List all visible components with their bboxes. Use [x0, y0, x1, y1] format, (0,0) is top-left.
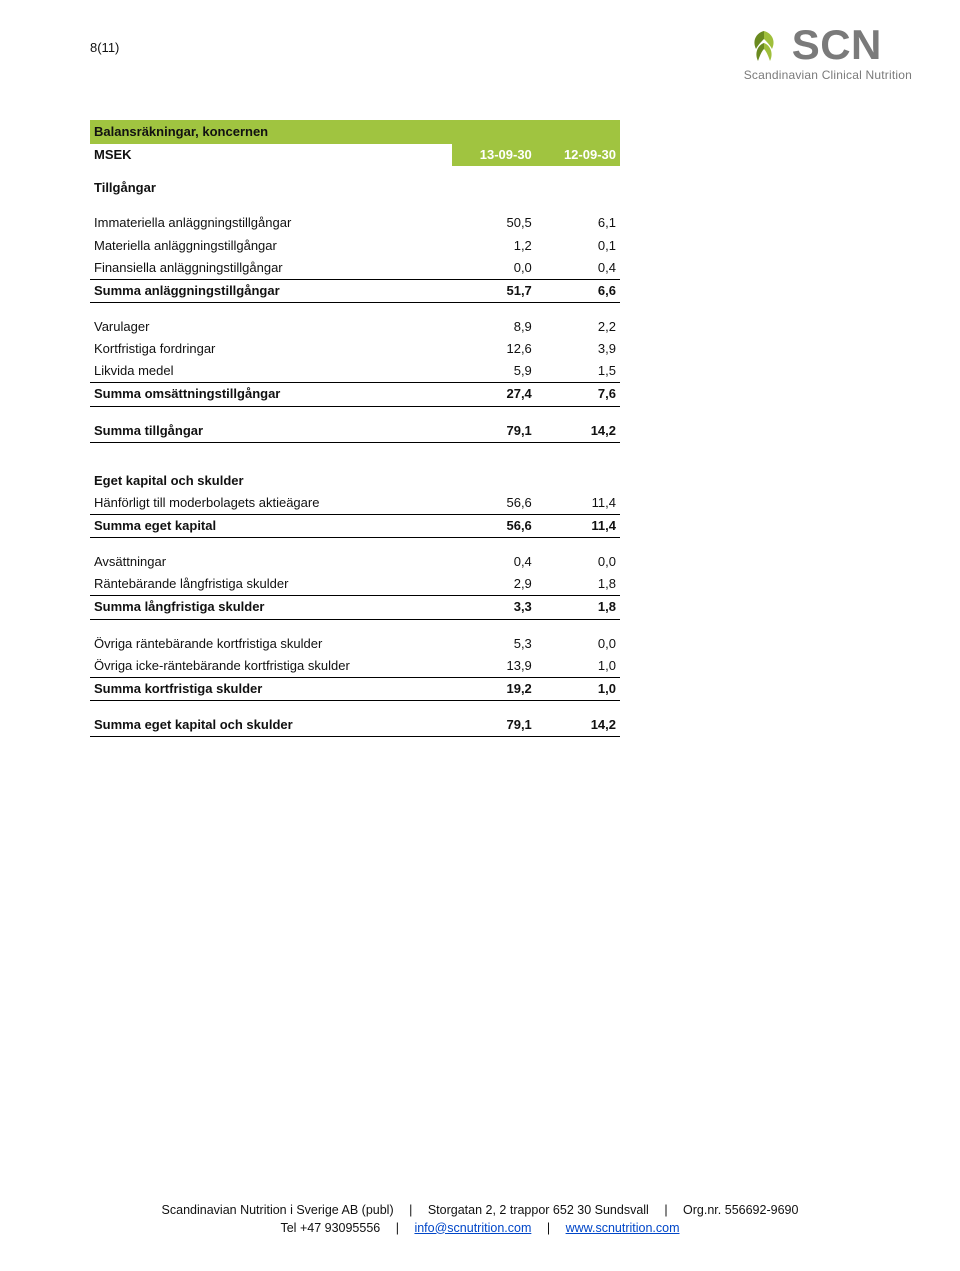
table-row: Hänförligt till moderbolagets aktieägare… — [90, 492, 620, 515]
header-unit: MSEK — [90, 144, 452, 166]
logo-brand-text: SCN — [792, 24, 882, 66]
footer-sep: | — [397, 1203, 424, 1217]
table-row-sum: Summa anläggningstillgångar 51,7 6,6 — [90, 279, 620, 302]
footer-sep: | — [652, 1203, 679, 1217]
table-header-title: Balansräkningar, koncernen — [90, 120, 620, 144]
page: 8(11) SCN Scandinavian Clinical Nutritio… — [0, 0, 960, 1271]
footer-email-link[interactable]: info@scnutrition.com — [414, 1221, 531, 1235]
table-row: Likvida medel 5,9 1,5 — [90, 360, 620, 383]
table-row: Övriga icke-räntebärande kortfristiga sk… — [90, 655, 620, 678]
table-row: Varulager 8,9 2,2 — [90, 302, 620, 338]
footer-address: Storgatan 2, 2 trappor 652 30 Sundsvall — [428, 1203, 649, 1217]
table-row-sum: Summa kortfristiga skulder 19,2 1,0 — [90, 677, 620, 700]
footer-company: Scandinavian Nutrition i Sverige AB (pub… — [162, 1203, 394, 1217]
table-row: Finansiella anläggningstillgångar 0,0 0,… — [90, 257, 620, 280]
footer-sep: | — [535, 1221, 562, 1235]
table-row: Räntebärande långfristiga skulder 2,9 1,… — [90, 573, 620, 596]
header-title: Balansräkningar, koncernen — [90, 120, 452, 144]
table-row-total: Summa eget kapital och skulder 79,1 14,2 — [90, 700, 620, 736]
table-row-sum: Summa långfristiga skulder 3,3 1,8 — [90, 596, 620, 619]
balance-sheet: Balansräkningar, koncernen MSEK 13-09-30… — [90, 120, 620, 737]
table-row: Övriga räntebärande kortfristiga skulder… — [90, 619, 620, 655]
logo-subtitle: Scandinavian Clinical Nutrition — [744, 68, 912, 82]
footer-orgnr-label: Org.nr. — [683, 1203, 721, 1217]
table-row-sum: Summa omsättningstillgångar 27,4 7,6 — [90, 383, 620, 406]
leaf-icon — [744, 25, 784, 65]
table-row-total: Summa tillgångar 79,1 14,2 — [90, 406, 620, 442]
equity-section-title: Eget kapital och skulder — [90, 442, 620, 492]
page-number: 8(11) — [90, 40, 119, 55]
page-footer: Scandinavian Nutrition i Sverige AB (pub… — [0, 1202, 960, 1237]
assets-section-title: Tillgångar — [90, 166, 620, 199]
company-logo: SCN Scandinavian Clinical Nutrition — [744, 24, 912, 82]
table-row-sum: Summa eget kapital 56,6 11,4 — [90, 514, 620, 537]
balance-table: Balansräkningar, koncernen MSEK 13-09-30… — [90, 120, 620, 737]
table-row: Immateriella anläggningstillgångar 50,5 … — [90, 199, 620, 234]
table-header-cols: MSEK 13-09-30 12-09-30 — [90, 144, 620, 166]
table-row: Avsättningar 0,4 0,0 — [90, 538, 620, 574]
footer-url-link[interactable]: www.scnutrition.com — [566, 1221, 680, 1235]
footer-tel: +47 93095556 — [300, 1221, 380, 1235]
footer-sep: | — [384, 1221, 411, 1235]
footer-tel-label: Tel — [280, 1221, 296, 1235]
footer-orgnr: 556692-9690 — [725, 1203, 799, 1217]
table-row: Materiella anläggningstillgångar 1,2 0,1 — [90, 235, 620, 257]
header-col-1: 13-09-30 — [452, 144, 536, 166]
table-row: Kortfristiga fordringar 12,6 3,9 — [90, 338, 620, 360]
header-col-2: 12-09-30 — [536, 144, 620, 166]
